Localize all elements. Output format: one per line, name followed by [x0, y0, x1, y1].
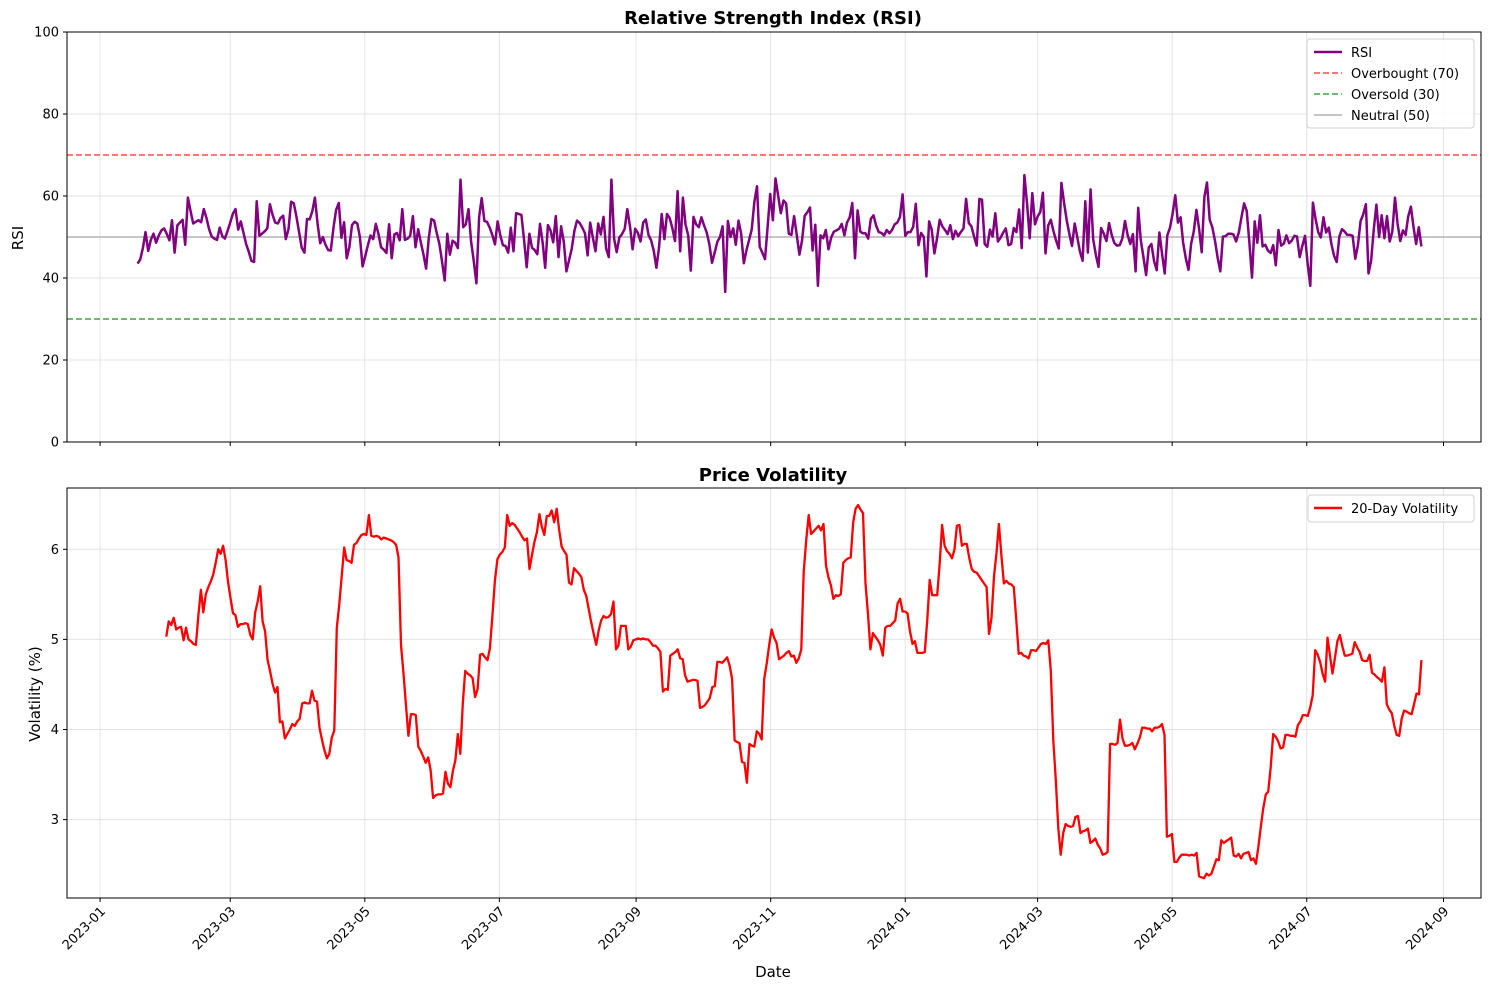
neutral-legend-label: Neutral (50)	[1351, 109, 1430, 124]
x-tick-label: 2024-09	[1403, 904, 1452, 953]
volatility-x-axis-label: Date	[755, 963, 791, 981]
x-tick-label: 2024-07	[1267, 904, 1316, 953]
rsi-title: Relative Strength Index (RSI)	[624, 8, 922, 29]
volatility-legend-frame	[1307, 494, 1475, 523]
x-tick-label: 2023-07	[459, 904, 508, 953]
rsi-y-tick-label: 0	[51, 436, 59, 451]
volatility-legend: 20-Day Volatility	[1307, 494, 1475, 523]
rsi-plot-frame	[66, 31, 1482, 443]
rsi-legend-frame	[1306, 38, 1475, 129]
volatility-plot-frame	[66, 487, 1482, 899]
x-tick-label: 2023-05	[325, 904, 374, 953]
volatility-y-tick-label: 5	[51, 633, 59, 648]
rsi-panel: Relative Strength Index (RSI) RSI 0 20 40 6…	[9, 8, 1482, 451]
volatility-y-tick-label: 6	[51, 543, 59, 558]
volatility-y-axis-label: Volatility (%)	[26, 646, 44, 742]
x-tick-label: 2023-09	[596, 904, 645, 953]
rsi-series	[136, 173, 1423, 294]
x-tick-label: 2024-01	[865, 904, 914, 953]
rsi-y-axis-label: RSI	[9, 226, 27, 250]
volatility-y-tick-label: 3	[51, 813, 59, 828]
volatility-y-tick-label: 4	[51, 723, 59, 738]
rsi-y-tick-label: 60	[42, 190, 59, 205]
volatility-title: Price Volatility	[699, 465, 848, 486]
volatility-legend-label: 20-Day Volatility	[1351, 502, 1458, 517]
x-tick-label: 2023-11	[730, 904, 779, 953]
volatility-panel: Price Volatility Volatility (%) Date 3 4 5…	[26, 465, 1482, 981]
oversold-legend-label: Oversold (30)	[1351, 88, 1440, 103]
volatility-series	[165, 503, 1423, 880]
rsi-y-ticks: 0 20 40 60 80 100	[34, 26, 67, 451]
overbought-legend-label: Overbought (70)	[1351, 67, 1459, 82]
volatility-y-ticks: 3 4 5 6	[51, 543, 67, 828]
rsi-y-tick-label: 20	[42, 354, 59, 369]
x-tick-label: 2024-03	[997, 904, 1046, 953]
rsi-line	[136, 173, 1423, 294]
x-tick-label: 2023-03	[190, 904, 239, 953]
rsi-legend-label: RSI	[1351, 46, 1372, 61]
rsi-y-tick-label: 80	[42, 108, 59, 123]
x-tick-label: 2023-01	[60, 904, 109, 953]
x-tick-label: 2024-05	[1132, 904, 1181, 953]
rsi-y-tick-label: 100	[34, 26, 59, 41]
rsi-x-ticks	[99, 442, 1444, 446]
volatility-x-ticks: 2023-01 2023-03 2023-05 2023-07 2023-09 2023-…	[60, 898, 1452, 953]
rsi-y-tick-label: 40	[42, 272, 59, 287]
volatility-gridlines	[67, 488, 1481, 898]
rsi-reference-lines	[67, 154, 1481, 320]
volatility-line	[165, 503, 1423, 880]
rsi-legend: RSI Overbought (70) Oversold (30) Neutra…	[1306, 38, 1475, 129]
